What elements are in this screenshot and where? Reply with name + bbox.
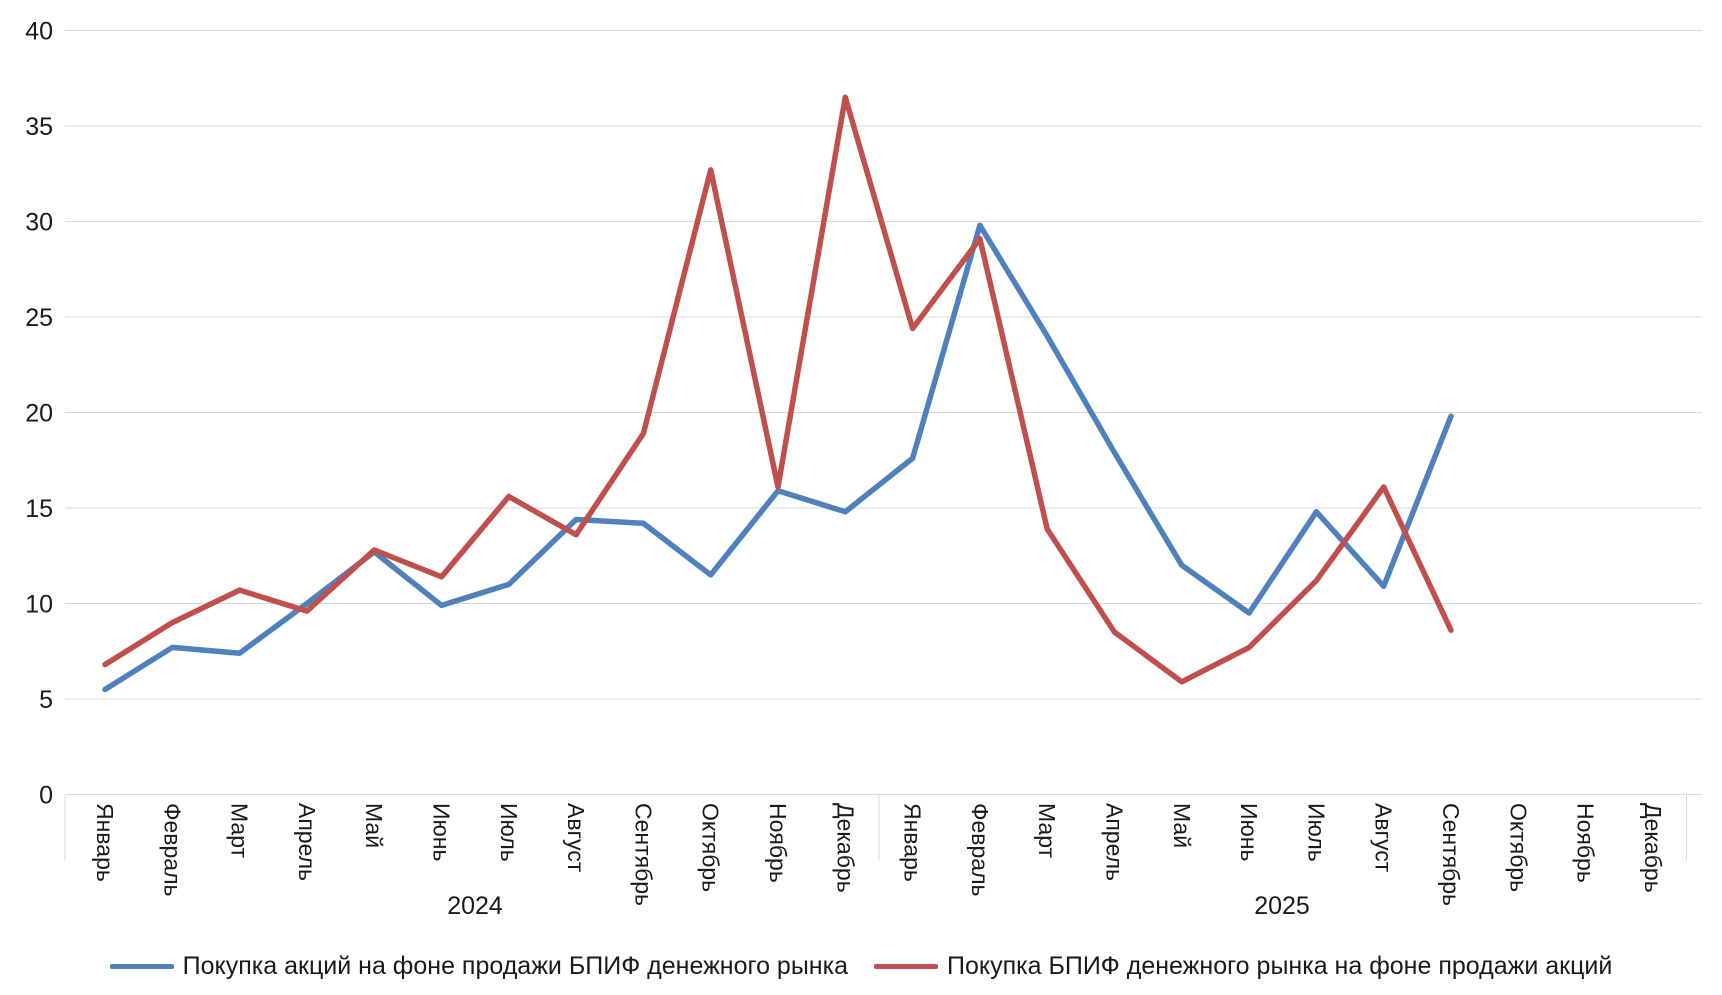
x-axis-month-label: Апрель (293, 803, 320, 882)
y-axis-tick-label: 10 (25, 591, 53, 619)
x-axis-month-label: Декабрь (1639, 803, 1666, 893)
legend-item-buy-money-market-fund: Покупка БПИФ денежного рынка на фоне про… (874, 952, 1612, 981)
x-axis-month-label: Март (226, 803, 253, 859)
x-axis-month-label: Ноябрь (1572, 803, 1599, 883)
x-axis-month-label: Май (361, 803, 388, 849)
x-axis-month-label: Август (1370, 803, 1397, 873)
x-axis-year-label-2024: 2024 (447, 892, 503, 920)
x-axis-month-label: Сентябрь (630, 803, 657, 907)
x-axis-month-label: Март (1034, 803, 1061, 859)
y-axis-tick-label: 20 (25, 400, 53, 428)
x-axis-month-label: Май (1168, 803, 1195, 849)
plot-area: 0 5 10 15 20 25 30 35 40 (25, 18, 1702, 861)
y-axis-tick-label: 25 (25, 304, 53, 332)
series-line-0 (102, 222, 1454, 693)
series-line-1 (102, 94, 1454, 685)
x-axis-month-label: Январь (92, 803, 118, 882)
x-axis-month-label: Апрель (1101, 803, 1128, 882)
x-axis-month-label: Декабрь (832, 803, 859, 893)
x-axis-month-label: Июнь (428, 803, 455, 862)
x-axis-month-label: Июнь (1236, 803, 1263, 862)
x-axis-month-label: Июль (1303, 803, 1330, 862)
y-axis-tick-label: 15 (25, 495, 53, 523)
x-axis-month-label: Октябрь (697, 803, 724, 893)
y-axis-tick-label: 35 (25, 113, 53, 141)
x-axis-month-label: Июль (495, 803, 522, 862)
y-axis-tick-label: 40 (25, 18, 53, 46)
x-axis-month-label: Октябрь (1505, 803, 1532, 893)
y-axis-tick-label: 0 (39, 782, 53, 810)
x-axis-month-label: Февраль (159, 803, 186, 897)
legend-label-buy-money-market-fund: Покупка БПИФ денежного рынка на фоне про… (947, 952, 1613, 980)
x-axis-month-label: Сентябрь (1438, 803, 1464, 907)
legend-label-buy-stocks: Покупка акций на фоне продажи БПИФ денеж… (182, 952, 848, 980)
y-axis-tick-label: 5 (39, 686, 53, 714)
x-axis-month-label: Август (563, 803, 590, 873)
y-axis-tick-label: 30 (25, 209, 53, 237)
legend-line-swatch-blue (109, 964, 174, 969)
legend: Покупка акций на фоне продажи БПИФ денеж… (0, 952, 1722, 981)
x-axis-month-label: Ноябрь (765, 803, 791, 883)
x-axis-month-label: Февраль (966, 803, 993, 897)
legend-item-buy-stocks: Покупка акций на фоне продажи БПИФ денеж… (109, 952, 848, 981)
legend-line-swatch-red (874, 964, 938, 969)
x-axis-year-label-2025: 2025 (1254, 892, 1310, 920)
x-axis-month-label: Январь (899, 803, 926, 882)
